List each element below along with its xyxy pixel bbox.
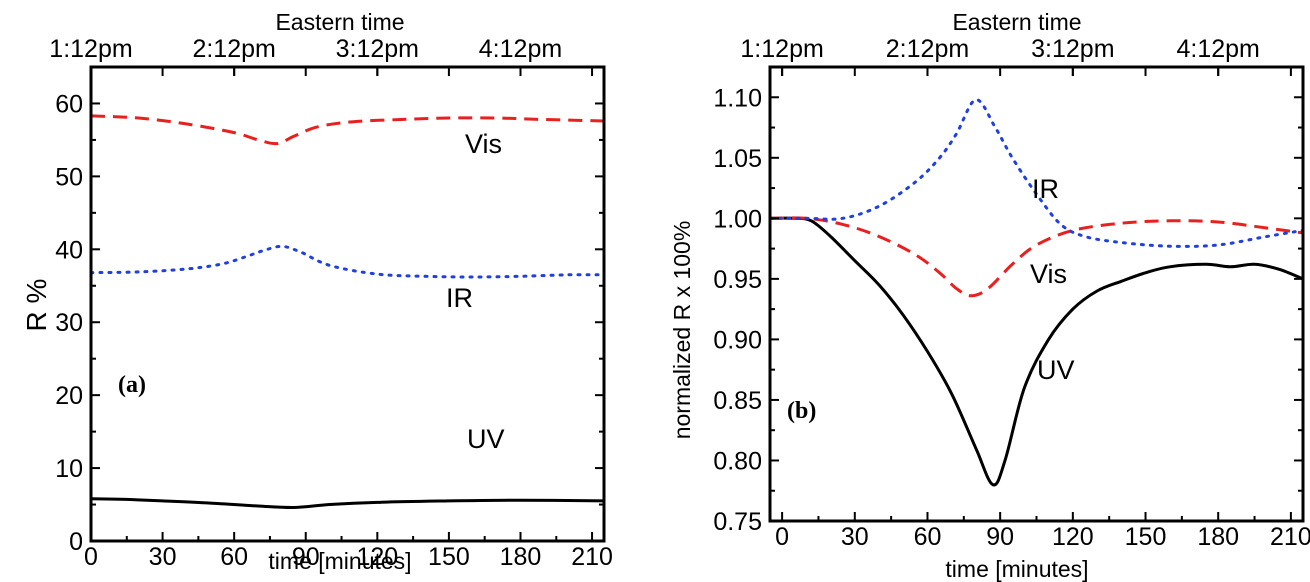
series-line-uv — [769, 216, 1304, 487]
y-tick-label: 0.75 — [713, 508, 762, 536]
top-tick-label: 1:12pm — [49, 35, 132, 63]
x-tick-label: 60 — [914, 523, 942, 551]
x-tick-label: 180 — [500, 543, 542, 571]
x-tick-label: 90 — [986, 523, 1014, 551]
series-label-uv: UV — [1037, 355, 1075, 385]
y-tick-label: 1.00 — [713, 205, 762, 233]
top-tick-label: 2:12pm — [192, 35, 275, 63]
y-tick-label: 40 — [55, 236, 83, 264]
y-tick-label: 0.90 — [713, 326, 762, 354]
series-line-vis — [769, 216, 1304, 298]
x-tick-label: 150 — [1125, 523, 1167, 551]
series-line-ir — [768, 98, 1305, 248]
panel-b: Eastern time time [minutes] normalized R… — [669, 9, 1310, 582]
x-axis-title: time [minutes] — [945, 556, 1088, 582]
y-axis-title: normalized R x 100% — [669, 221, 695, 440]
y-tick-label: 50 — [55, 163, 83, 191]
top-tick-label: 2:12pm — [886, 35, 969, 63]
y-tick-label: 0.85 — [713, 387, 762, 415]
series-label-vis: Vis — [465, 129, 502, 159]
x-tick-label: 0 — [84, 543, 98, 571]
x-tick-label: 30 — [841, 523, 869, 551]
x-tick-label: 120 — [1052, 523, 1094, 551]
y-tick-label: 0.80 — [713, 447, 762, 475]
y-tick-label: 20 — [55, 382, 83, 410]
x-tick-label: 0 — [775, 523, 789, 551]
x-tick-label: 120 — [356, 543, 398, 571]
series-line-ir — [89, 244, 606, 279]
y-tick-label: 10 — [55, 455, 83, 483]
top-axis-title: Eastern time — [275, 9, 404, 35]
x-tick-label: 210 — [1270, 523, 1310, 551]
x-tick-label: 90 — [292, 543, 320, 571]
x-axis-title: time [minutes] — [268, 548, 411, 574]
y-tick-label: 0.95 — [713, 266, 762, 294]
top-tick-label: 4:12pm — [479, 35, 562, 63]
top-tick-label: 3:12pm — [1031, 35, 1114, 63]
top-tick-label: 1:12pm — [740, 35, 823, 63]
series-label-uv: UV — [467, 424, 505, 454]
x-tick-label: 60 — [220, 543, 248, 571]
series-line-vis — [90, 114, 605, 146]
x-tick-label: 180 — [1197, 523, 1239, 551]
y-tick-label: 60 — [55, 90, 83, 118]
top-tick-label: 3:12pm — [336, 35, 419, 63]
plot-frame — [768, 65, 1305, 523]
y-axis-title: R % — [21, 279, 52, 332]
y-tick-label: 1.10 — [713, 84, 762, 112]
x-tick-label: 210 — [571, 543, 613, 571]
top-axis-title: Eastern time — [952, 9, 1081, 35]
x-tick-label: 30 — [149, 543, 177, 571]
top-tick-label: 4:12pm — [1177, 35, 1260, 63]
y-tick-label: 0 — [69, 528, 83, 556]
x-tick-label: 150 — [428, 543, 470, 571]
y-tick-label: 1.05 — [713, 145, 762, 173]
series-label-ir: IR — [446, 283, 473, 313]
series-label-ir: IR — [1032, 174, 1059, 204]
series-label-vis: Vis — [1030, 259, 1067, 289]
series-line-uv — [90, 497, 605, 510]
panel-a: Eastern time time [minutes] R % (a) Vis … — [21, 9, 613, 574]
y-tick-label: 30 — [55, 309, 83, 337]
plot-frame — [89, 65, 606, 543]
panel-label: (a) — [118, 372, 146, 398]
panel-label: (b) — [787, 398, 816, 424]
